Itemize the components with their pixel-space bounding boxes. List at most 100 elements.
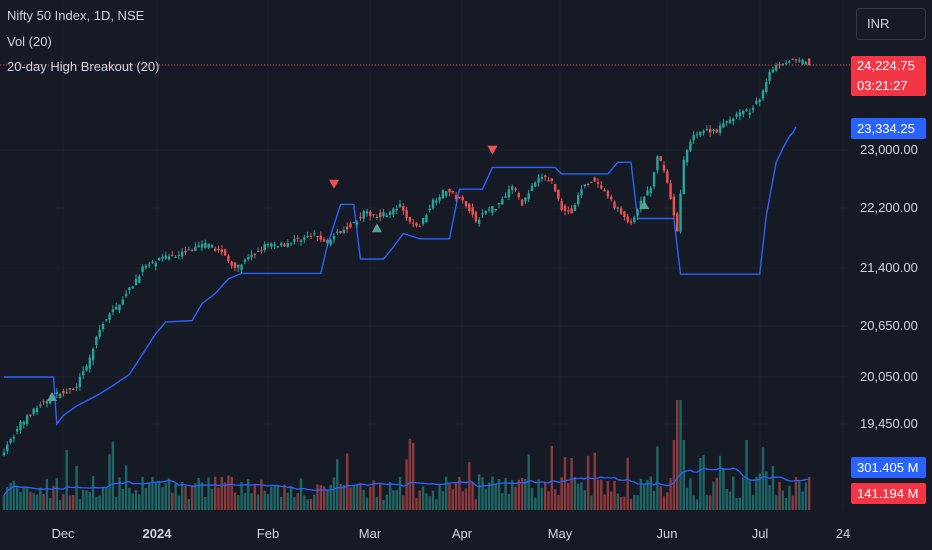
volume-bar (722, 468, 725, 510)
candle-body (296, 237, 299, 239)
time-axis[interactable]: Dec 2024 Feb Mar Apr May Jun Jul 24 (51, 526, 850, 541)
volume-bar (2, 494, 6, 510)
volume-bar (68, 495, 72, 510)
candle-body (217, 249, 220, 251)
volume-bar (157, 480, 161, 510)
volume-bar (349, 487, 352, 510)
volume-bar (590, 495, 593, 510)
volume-bar (329, 484, 332, 510)
candle-body (547, 180, 550, 182)
candle-body (659, 156, 662, 161)
x-tick-label: Jul (752, 526, 769, 541)
candle-body (487, 209, 491, 211)
candle-body (210, 245, 214, 248)
volume-legend[interactable]: Vol (20) (7, 34, 52, 49)
volume-bar (362, 489, 365, 510)
candle-body (461, 197, 464, 201)
volume-bar (82, 489, 85, 510)
volume-bar (118, 477, 121, 510)
volume-bar (253, 484, 256, 510)
candle-body (385, 215, 388, 217)
candle-body (309, 236, 313, 238)
candle-body (656, 156, 659, 171)
volume-bar (451, 489, 454, 510)
volume-bar (233, 492, 237, 510)
volume-bar (550, 445, 553, 510)
volume-bar (557, 494, 560, 510)
candle-body (590, 181, 593, 183)
candle-body (339, 231, 342, 233)
candle-body (801, 59, 804, 65)
currency-button[interactable]: INR (856, 8, 926, 40)
volume-bar (794, 476, 798, 510)
volume-bar (398, 476, 402, 510)
symbol-title[interactable]: Nifty 50 Index, 1D, NSE (7, 8, 145, 23)
candle-body (101, 323, 105, 330)
volume-bar (32, 493, 35, 510)
volume-bar (563, 457, 567, 510)
volume-bar (458, 476, 461, 510)
buy-signal-marker (639, 200, 650, 210)
volume-bar (547, 491, 550, 510)
volume-bar (336, 459, 339, 510)
price-axis[interactable]: 23,000.00 22,200.00 21,400.00 20,650.00 20,0… (860, 142, 918, 431)
volume-bar (39, 487, 42, 510)
candle-body (672, 196, 676, 216)
x-tick-label: 24 (836, 526, 850, 541)
volume-bar (646, 479, 649, 510)
volume-bar (540, 487, 544, 510)
candle-body (771, 69, 775, 73)
candle-body (405, 210, 408, 218)
candle-body (497, 202, 501, 205)
volume-bar (25, 487, 29, 510)
indicator-legend[interactable]: 20-day High Breakout (20) (7, 59, 160, 74)
volume-bar (748, 479, 751, 510)
volume-bar (514, 487, 517, 510)
volume-bar (656, 446, 659, 510)
breakout-level-tag: 23,334.25 (851, 118, 926, 139)
volume-bar (72, 494, 75, 510)
candle-body (392, 208, 395, 215)
volume-bar (45, 478, 49, 510)
breakout-line (4, 126, 797, 426)
candle-body (421, 218, 425, 224)
candle-body (596, 182, 600, 184)
candle-body (689, 141, 692, 151)
volume-bar (273, 484, 276, 510)
buy-signal-marker (47, 392, 57, 401)
candle-body (174, 256, 177, 258)
volume-bar (491, 476, 494, 510)
volume-bar (52, 485, 55, 510)
volume-bar (194, 483, 197, 510)
candle-body (58, 393, 62, 399)
candle-body (280, 243, 283, 246)
candle-body (95, 336, 98, 346)
volume-bar (365, 497, 369, 510)
volume-bar (402, 495, 405, 510)
volume-bar (738, 497, 742, 510)
candle-body (88, 357, 91, 369)
candles (2, 57, 811, 457)
candle-body (32, 408, 35, 415)
volume-bar (702, 455, 705, 510)
volume-bar (712, 481, 715, 510)
candle-body (573, 205, 577, 212)
volume-bar (141, 476, 144, 510)
candle-body (418, 226, 421, 228)
candle-body (709, 129, 712, 133)
volume-bar (174, 483, 177, 510)
volume-bar (801, 491, 804, 510)
candle-body (626, 216, 629, 222)
volume-bar (742, 477, 745, 510)
candle-body (313, 233, 316, 235)
volume-bar (629, 498, 633, 510)
volume-bar (22, 486, 25, 510)
candle-body (451, 191, 454, 193)
volume-bar (619, 497, 623, 510)
candle-body (273, 244, 276, 247)
candle-body (138, 276, 141, 283)
volume-bar (643, 484, 646, 510)
volume-bars (2, 400, 811, 510)
candle-body (735, 114, 738, 117)
